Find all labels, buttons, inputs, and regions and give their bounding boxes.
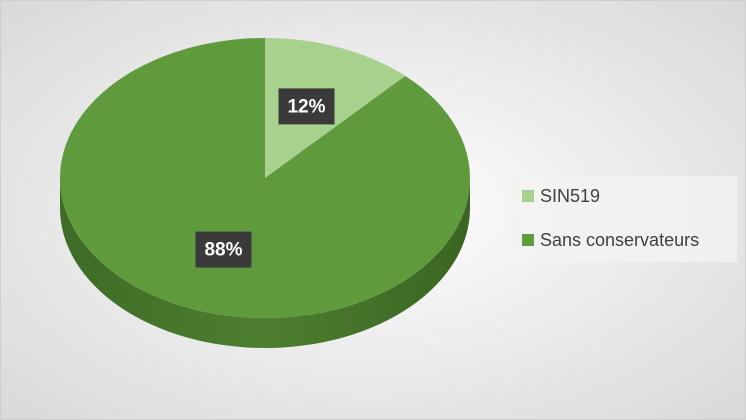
pie-side (60, 178, 470, 348)
data-label: 88% (204, 240, 242, 261)
data-label-box (195, 231, 252, 268)
legend-label: Sans conservateurs (540, 230, 699, 250)
legend-label: SIN519 (540, 186, 600, 206)
data-label-box (278, 88, 335, 125)
legend: SIN519 Sans conservateurs (522, 186, 699, 250)
legend-swatch (522, 190, 534, 202)
data-label: 12% (287, 96, 325, 117)
legend-box (515, 176, 737, 262)
pie: 12% 88% (60, 38, 471, 348)
legend-swatch (522, 234, 534, 246)
pie-slice (60, 38, 471, 318)
pie-slice (265, 38, 406, 178)
